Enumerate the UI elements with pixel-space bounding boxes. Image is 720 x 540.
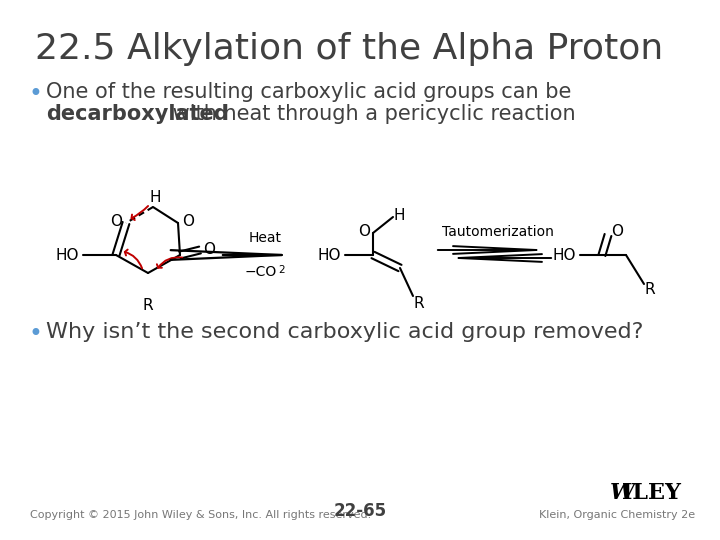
Text: H: H (149, 191, 161, 206)
Text: R: R (644, 282, 655, 298)
Text: O: O (358, 224, 370, 239)
Text: HO: HO (318, 247, 341, 262)
Text: 22-65: 22-65 (333, 502, 387, 520)
Text: O: O (182, 213, 194, 228)
Text: Heat: Heat (248, 231, 282, 245)
Text: decarboxylated: decarboxylated (46, 104, 229, 124)
Text: Why isn’t the second carboxylic acid group removed?: Why isn’t the second carboxylic acid gro… (46, 322, 644, 342)
Text: HO: HO (552, 247, 576, 262)
Text: Tautomerization: Tautomerization (441, 225, 554, 239)
Text: R: R (143, 299, 153, 314)
Text: •: • (28, 322, 42, 346)
Text: O: O (203, 242, 215, 258)
Text: with heat through a pericyclic reaction: with heat through a pericyclic reaction (166, 104, 575, 124)
Text: 2: 2 (278, 265, 284, 275)
Text: •: • (28, 82, 42, 106)
Text: 22.5 Alkylation of the Alpha Proton: 22.5 Alkylation of the Alpha Proton (35, 32, 663, 66)
Text: −CO: −CO (245, 265, 277, 279)
Text: O: O (611, 225, 623, 240)
Text: ILEY: ILEY (622, 482, 681, 504)
Text: Copyright © 2015 John Wiley & Sons, Inc. All rights reserved.: Copyright © 2015 John Wiley & Sons, Inc.… (30, 510, 372, 520)
Text: W: W (610, 482, 635, 504)
Text: One of the resulting carboxylic acid groups can be: One of the resulting carboxylic acid gro… (46, 82, 572, 102)
Text: HO: HO (55, 247, 79, 262)
Text: O: O (110, 213, 122, 228)
Text: H: H (393, 207, 405, 222)
Text: Klein, Organic Chemistry 2e: Klein, Organic Chemistry 2e (539, 510, 695, 520)
Text: R: R (414, 296, 424, 312)
